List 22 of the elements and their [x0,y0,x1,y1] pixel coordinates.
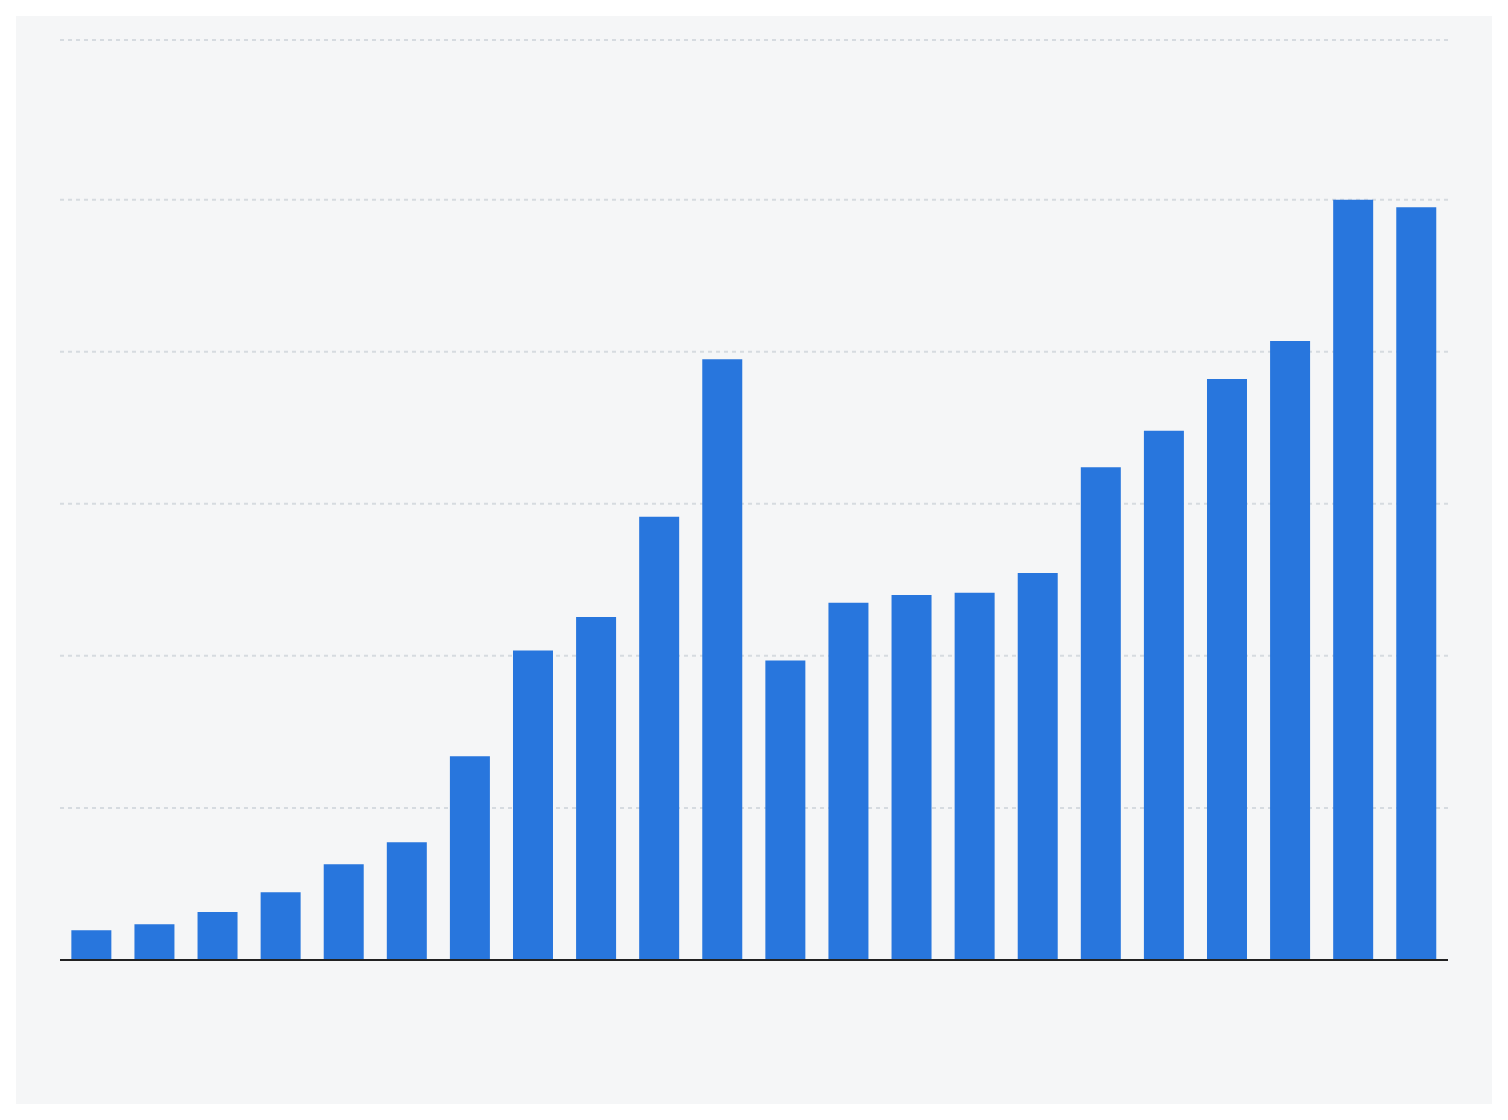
bar [71,930,112,960]
bar [449,756,490,960]
bar [134,924,175,960]
bar [386,842,427,960]
bar [260,892,301,960]
bar [323,864,364,960]
bar [576,617,617,960]
bar [1333,199,1374,960]
bar [1396,207,1437,960]
bar [512,650,553,960]
bar [891,595,932,960]
bar [197,912,238,960]
bar [1080,467,1121,960]
bar [1143,430,1184,960]
bar [702,359,743,960]
bar [1017,572,1058,960]
bar [954,592,995,960]
bar [639,516,680,960]
bar [1206,379,1247,960]
bar [828,602,869,960]
bar [1270,341,1311,960]
bar [765,660,806,960]
